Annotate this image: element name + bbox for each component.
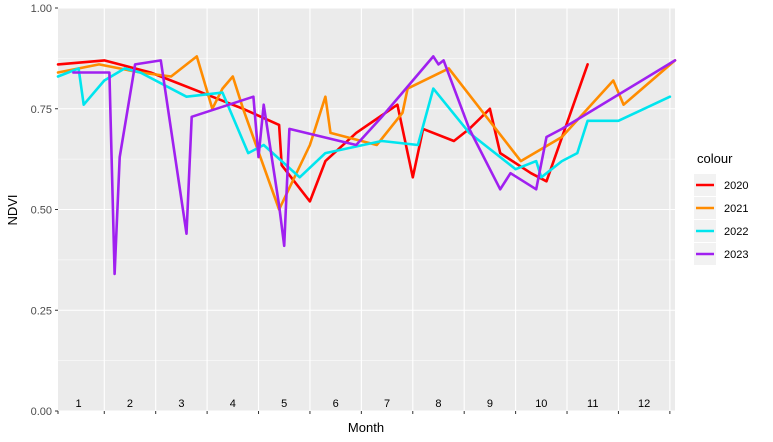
y-tick-label: 0.75 [31, 104, 52, 116]
y-tick-label: 0.25 [31, 305, 52, 317]
month-label: 11 [587, 398, 598, 410]
series-line-2022 [56, 67, 672, 179]
month-label: 10 [535, 398, 547, 410]
month-label: 7 [384, 398, 390, 410]
month-label: 6 [333, 398, 339, 410]
month-label: 2 [127, 398, 133, 410]
series-lines [56, 55, 677, 276]
y-tick-label: 0.00 [31, 406, 52, 418]
y-tick-label: 1.00 [31, 3, 52, 15]
y-axis-title: NDVI [5, 194, 20, 225]
month-label: 4 [230, 398, 236, 410]
month-label: 8 [435, 398, 441, 410]
x-axis-title: Month [348, 420, 384, 435]
month-label: 9 [487, 398, 493, 410]
month-label: 5 [281, 398, 287, 410]
month-labels: 1 2 3 4 5 6 7 8 9 10 11 12 [76, 398, 651, 410]
month-label: 12 [638, 398, 650, 410]
grid-lines [58, 7, 675, 412]
y-tick-label: 0.50 [31, 205, 52, 217]
legend-label-2021: 2021 [724, 203, 748, 215]
series-line-2021 [56, 55, 677, 211]
month-label: 1 [76, 398, 82, 410]
month-label: 3 [178, 398, 184, 410]
legend-label-2023: 2023 [724, 249, 748, 261]
series-line-2023 [72, 55, 677, 276]
legend-label-2022: 2022 [724, 226, 748, 238]
axes: 0.00 0.25 0.50 0.75 1.00 [31, 3, 671, 418]
legend-title: colour [697, 151, 733, 166]
legend: colour 2020 2021 2022 2023 [694, 151, 748, 265]
legend-label-2020: 2020 [724, 180, 748, 192]
